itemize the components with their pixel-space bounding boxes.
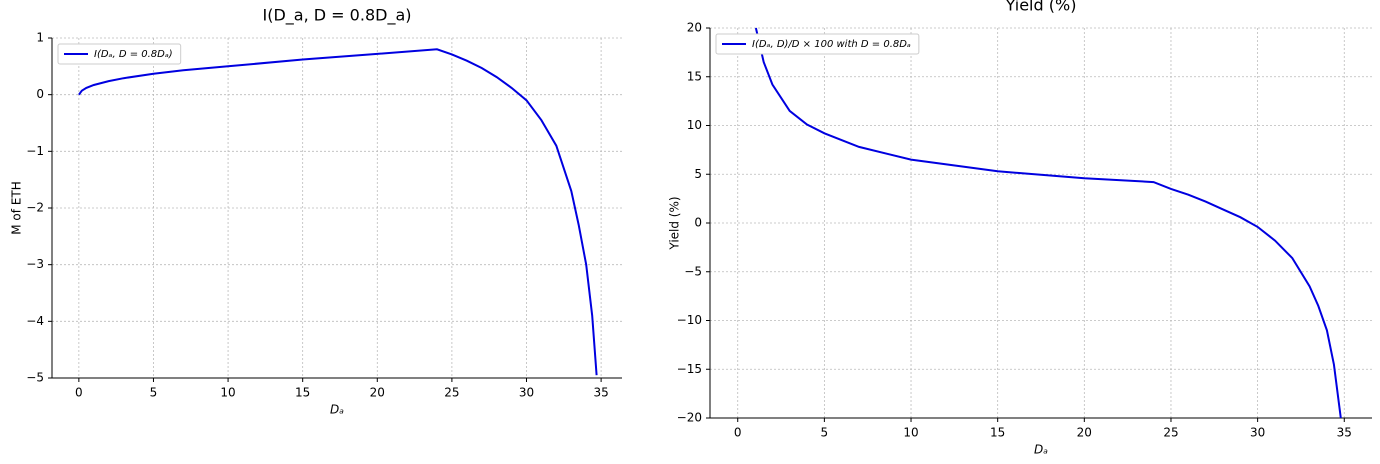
- x-tick-label: 10: [220, 386, 235, 400]
- y-tick-label: 15: [687, 69, 702, 83]
- x-tick-label: 20: [370, 386, 385, 400]
- x-tick-label: 25: [1163, 426, 1178, 440]
- x-tick-label: 15: [990, 426, 1005, 440]
- y-axis-label: Yield (%): [668, 196, 682, 250]
- legend-label: I(Dₐ, D = 0.8Dₐ): [94, 49, 173, 60]
- y-tick-label: −2: [26, 201, 44, 215]
- y-tick-label: −5: [684, 264, 702, 278]
- y-tick-label: −20: [677, 411, 702, 425]
- legend-label: I(Dₐ, D)/D × 100 with D = 0.8Dₐ: [752, 39, 911, 50]
- y-tick-label: 5: [694, 167, 702, 181]
- y-tick-label: 20: [687, 21, 702, 35]
- y-tick-label: 0: [694, 216, 702, 230]
- x-tick-label: 0: [75, 386, 83, 400]
- x-tick-label: 0: [734, 426, 742, 440]
- x-tick-label: 20: [1077, 426, 1092, 440]
- x-axis-label: Dₐ: [330, 403, 344, 417]
- x-tick-label: 30: [519, 386, 534, 400]
- data-line: [78, 48, 598, 376]
- x-tick-label: 30: [1250, 426, 1265, 440]
- x-axis-label: Dₐ: [1034, 443, 1048, 457]
- y-tick-label: −1: [26, 144, 44, 158]
- legend-box: [57, 43, 182, 65]
- y-tick-label: 10: [687, 118, 702, 132]
- chart-title: Yield (%): [1005, 0, 1077, 15]
- y-tick-label: −3: [26, 257, 44, 271]
- data-line: [754, 27, 1342, 419]
- x-tick-label: 5: [821, 426, 829, 440]
- x-tick-label: 35: [1337, 426, 1352, 440]
- x-tick-label: 10: [903, 426, 918, 440]
- x-tick-label: 35: [593, 386, 608, 400]
- y-tick-label: −15: [677, 362, 702, 376]
- x-tick-label: 25: [444, 386, 459, 400]
- legend-box: [715, 33, 920, 55]
- y-tick-label: 1: [36, 31, 44, 45]
- y-tick-label: −4: [26, 314, 44, 328]
- chart-title: I(D_a, D = 0.8D_a): [263, 6, 412, 26]
- x-tick-label: 15: [295, 386, 310, 400]
- y-tick-label: 0: [36, 87, 44, 101]
- y-tick-label: −10: [677, 313, 702, 327]
- y-axis-label: M of ETH: [10, 181, 24, 234]
- x-tick-label: 5: [150, 386, 158, 400]
- y-tick-label: −5: [26, 371, 44, 385]
